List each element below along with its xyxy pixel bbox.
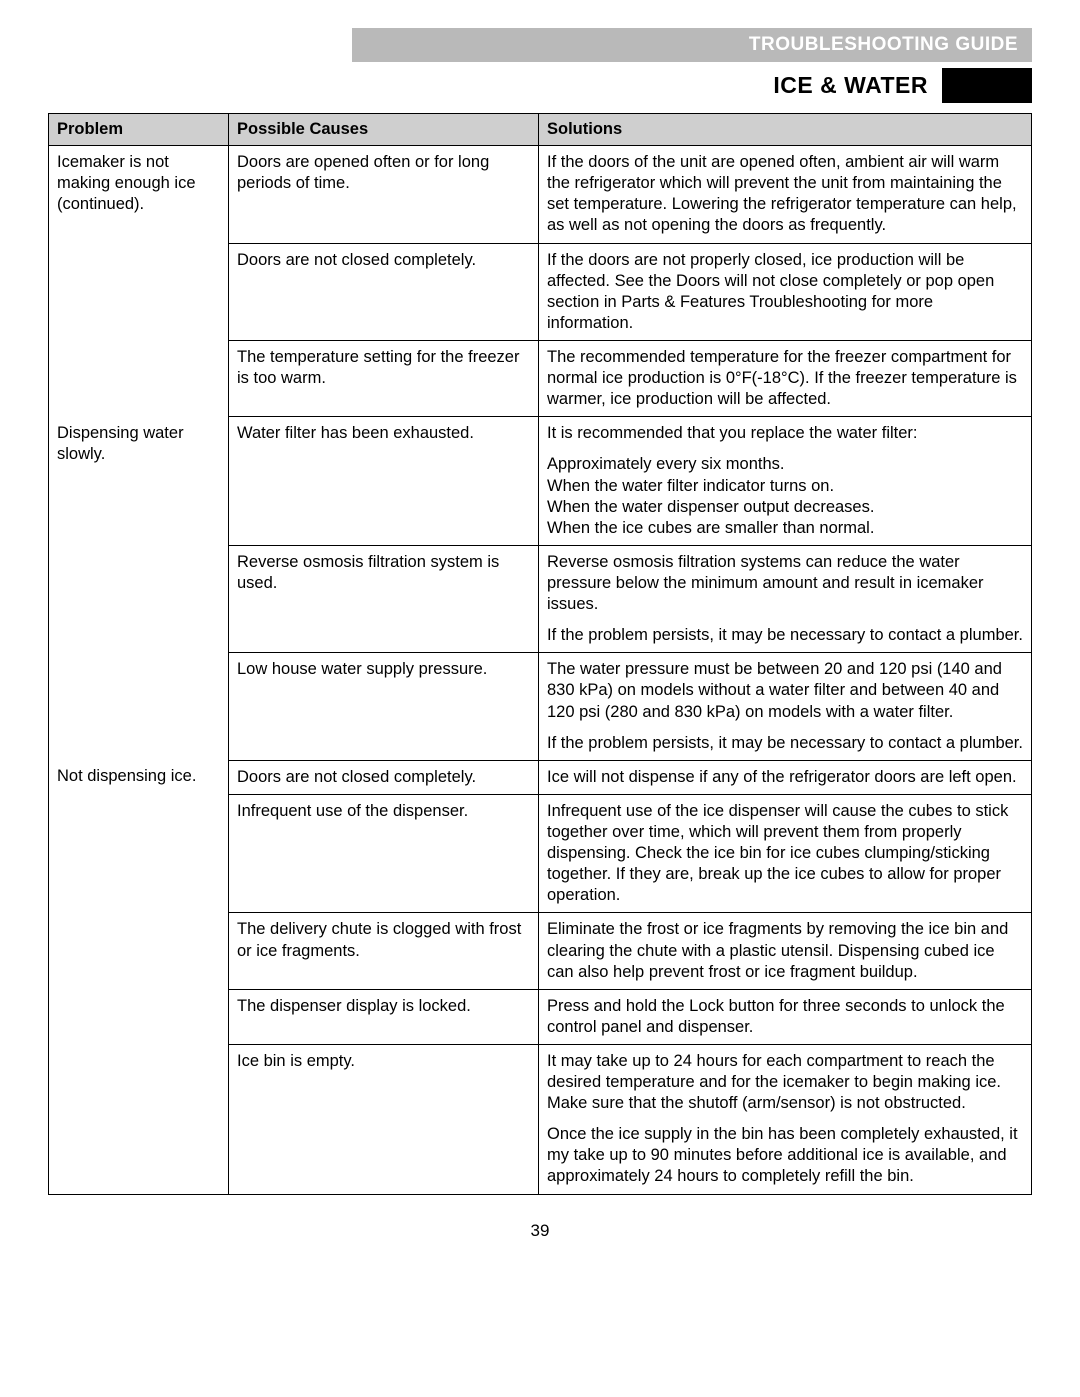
solution-text: Reverse osmosis filtration systems can r… xyxy=(547,552,1023,615)
solution-text: It may take up to 24 hours for each comp… xyxy=(547,1051,1023,1114)
solution-text: Press and hold the Lock button for three… xyxy=(547,996,1023,1038)
table-body: Icemaker is not making enough ice (conti… xyxy=(49,146,1032,1194)
header-band: TROUBLESHOOTING GUIDE xyxy=(352,28,1032,62)
solution-cell: It is recommended that you replace the w… xyxy=(539,417,1032,546)
solution-text: Infrequent use of the ice dispenser will… xyxy=(547,801,1023,907)
solution-cell: If the doors of the unit are opened ofte… xyxy=(539,146,1032,243)
cause-cell: Low house water supply pressure. xyxy=(229,653,539,760)
section-title: ICE & WATER xyxy=(773,68,942,103)
problem-cell: Not dispensing ice. xyxy=(49,760,229,1194)
col-problem: Problem xyxy=(49,114,229,146)
solution-cell: Press and hold the Lock button for three… xyxy=(539,989,1032,1044)
problem-cell: Dispensing water slowly. xyxy=(49,417,229,760)
solution-text: If the doors of the unit are opened ofte… xyxy=(547,152,1023,236)
cause-cell: Doors are not closed completely. xyxy=(229,760,539,794)
cause-cell: Doors are not closed completely. xyxy=(229,243,539,340)
header-band-wrap: TROUBLESHOOTING GUIDE xyxy=(48,28,1032,62)
solution-cell: Eliminate the frost or ice fragments by … xyxy=(539,913,1032,989)
solution-cell: Ice will not dispense if any of the refr… xyxy=(539,760,1032,794)
cause-cell: Infrequent use of the dispenser. xyxy=(229,794,539,913)
solution-cell: The recommended temperature for the free… xyxy=(539,340,1032,416)
table-row: Icemaker is not making enough ice (conti… xyxy=(49,146,1032,243)
solution-cell: If the doors are not properly closed, ic… xyxy=(539,243,1032,340)
solution-text: The water pressure must be between 20 an… xyxy=(547,659,1023,722)
cause-cell: The dispenser display is locked. xyxy=(229,989,539,1044)
section-accent xyxy=(942,68,1032,103)
col-solutions: Solutions xyxy=(539,114,1032,146)
solution-text: If the problem persists, it may be neces… xyxy=(547,733,1023,754)
solution-text: Eliminate the frost or ice fragments by … xyxy=(547,919,1023,982)
solution-text: Ice will not dispense if any of the refr… xyxy=(547,767,1023,788)
cause-cell: Water filter has been exhausted. xyxy=(229,417,539,546)
cause-cell: Ice bin is empty. xyxy=(229,1044,539,1194)
solution-text: It is recommended that you replace the w… xyxy=(547,423,1023,444)
solution-text: The recommended temperature for the free… xyxy=(547,347,1023,410)
solution-text: If the problem persists, it may be neces… xyxy=(547,625,1023,646)
section-header: ICE & WATER xyxy=(48,68,1032,103)
problem-cell: Icemaker is not making enough ice (conti… xyxy=(49,146,229,417)
cause-cell: Doors are opened often or for long perio… xyxy=(229,146,539,243)
solution-text: Once the ice supply in the bin has been … xyxy=(547,1124,1023,1187)
solution-cell: The water pressure must be between 20 an… xyxy=(539,653,1032,760)
solution-text: If the doors are not properly closed, ic… xyxy=(547,250,1023,334)
table-row: Dispensing water slowly.Water filter has… xyxy=(49,417,1032,546)
page: TROUBLESHOOTING GUIDE ICE & WATER Proble… xyxy=(0,0,1080,1271)
solution-cell: It may take up to 24 hours for each comp… xyxy=(539,1044,1032,1194)
cause-cell: The delivery chute is clogged with frost… xyxy=(229,913,539,989)
table-row: Not dispensing ice.Doors are not closed … xyxy=(49,760,1032,794)
page-number: 39 xyxy=(48,1221,1032,1241)
troubleshooting-table: Problem Possible Causes Solutions Icemak… xyxy=(48,113,1032,1195)
table-header-row: Problem Possible Causes Solutions xyxy=(49,114,1032,146)
solution-cell: Reverse osmosis filtration systems can r… xyxy=(539,545,1032,652)
solution-text: Approximately every six months.When the … xyxy=(547,454,1023,538)
col-causes: Possible Causes xyxy=(229,114,539,146)
solution-cell: Infrequent use of the ice dispenser will… xyxy=(539,794,1032,913)
cause-cell: The temperature setting for the freezer … xyxy=(229,340,539,416)
cause-cell: Reverse osmosis filtration system is use… xyxy=(229,545,539,652)
